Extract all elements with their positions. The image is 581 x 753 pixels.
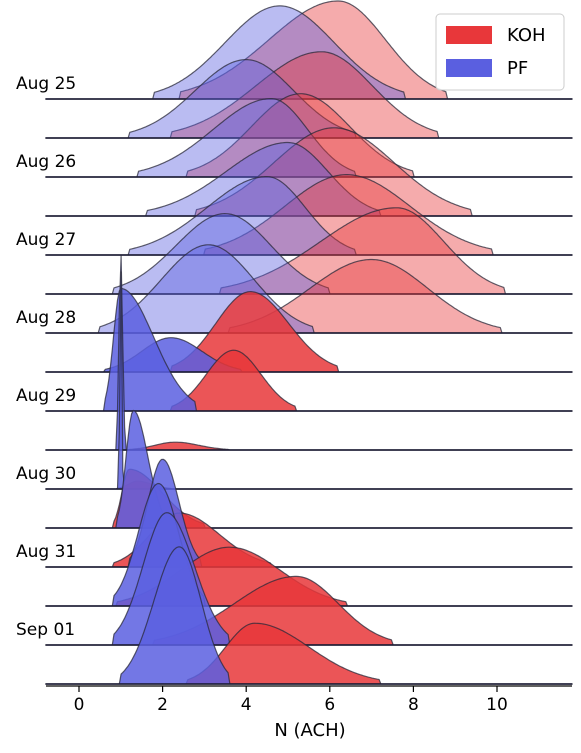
x-axis-label: N (ACH) xyxy=(274,720,345,741)
x-tick-label: 2 xyxy=(157,695,168,715)
row-label: Aug 26 xyxy=(16,152,76,172)
x-tick-label: 8 xyxy=(408,695,419,715)
legend-swatch-koh xyxy=(446,26,492,44)
row-labels-layer: Aug 25 Aug 26 Aug 27 Aug 28 Aug 29 Aug 30 Aug … xyxy=(16,74,76,640)
row-label: Aug 28 xyxy=(16,308,76,328)
row-label: Aug 25 xyxy=(16,74,76,94)
x-tick-label: 4 xyxy=(241,695,252,715)
ridges-layer xyxy=(45,0,573,685)
x-axis: 0 2 4 6 8 10 N (ACH) xyxy=(46,685,572,741)
legend-swatch-pf xyxy=(446,59,492,77)
row-label: Aug 29 xyxy=(16,386,76,406)
legend-label-koh: KOH xyxy=(507,25,546,46)
x-ticks: 0 2 4 6 8 10 xyxy=(74,686,508,715)
x-tick-label: 6 xyxy=(324,695,335,715)
legend-label-pf: PF xyxy=(507,58,528,79)
x-tick-label: 0 xyxy=(74,695,85,715)
legend: KOH PF xyxy=(435,13,565,91)
row-label: Aug 31 xyxy=(16,542,76,562)
row-label: Aug 27 xyxy=(16,230,76,250)
row-label: Aug 30 xyxy=(16,464,76,484)
row-label: Sep 01 xyxy=(16,620,75,640)
x-tick-label: 10 xyxy=(486,695,508,715)
